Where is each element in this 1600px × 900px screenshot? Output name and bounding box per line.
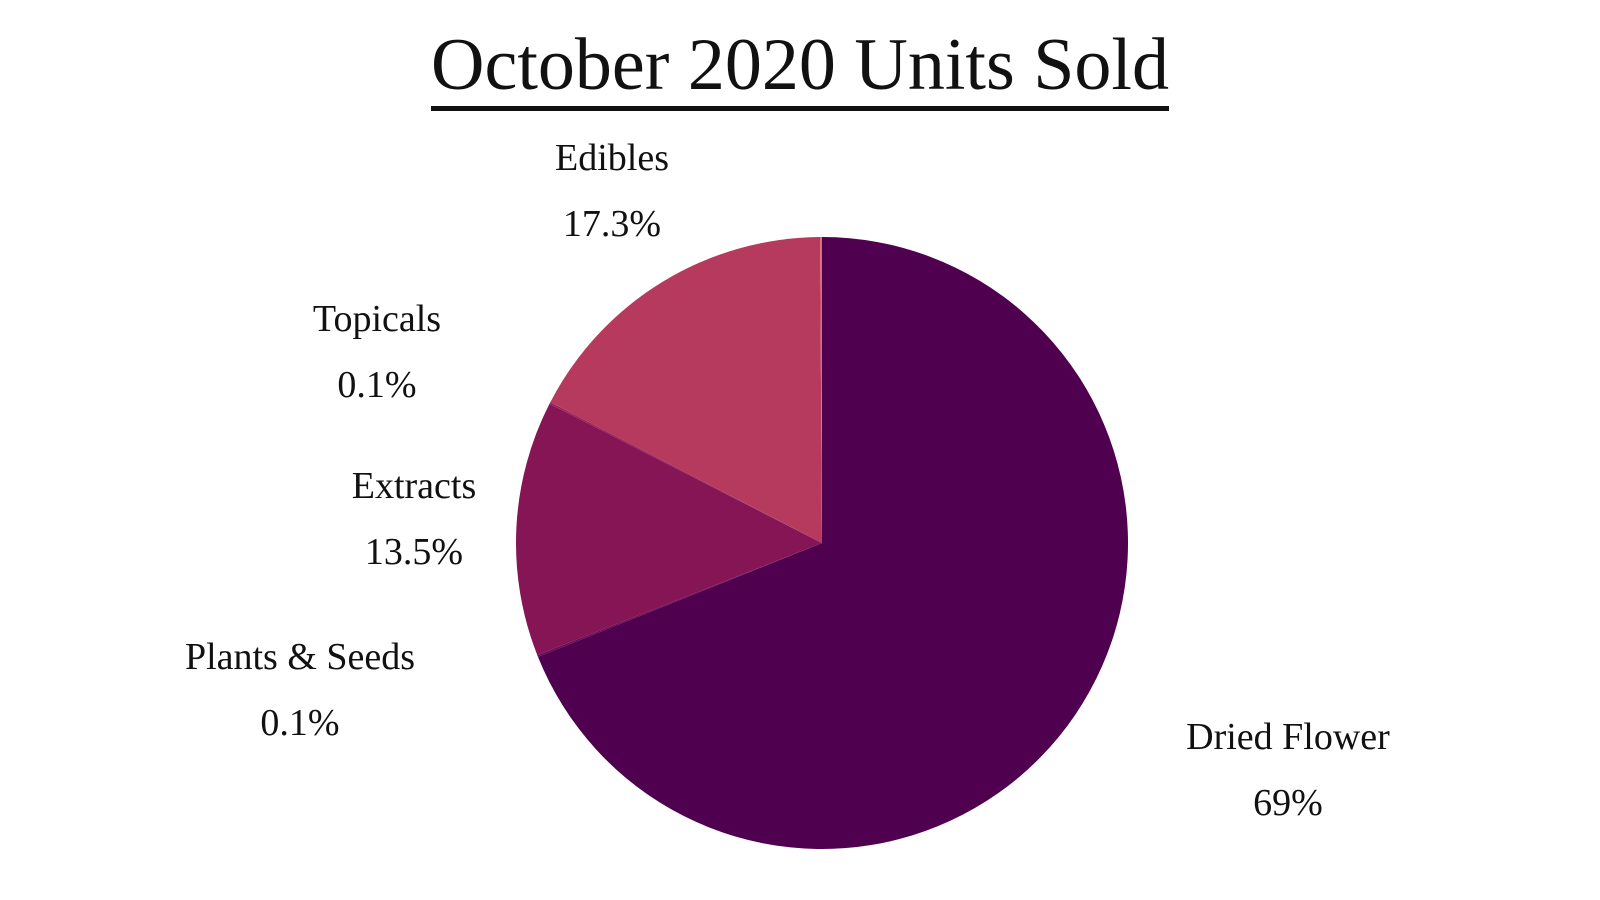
pie-slice-extracts	[516, 403, 822, 656]
pie-slice-other	[820, 237, 822, 543]
label-extracts-name: Extracts	[351, 465, 477, 507]
pie-slices	[516, 237, 1128, 849]
pie-slice-topicals	[549, 402, 822, 543]
label-dried-flower-name: Dried Flower	[1186, 716, 1390, 758]
label-plants-seeds-name: Plants & Seeds	[184, 636, 416, 678]
label-extracts: Extracts 13.5%	[314, 464, 514, 574]
label-topicals-pct: 0.1%	[337, 364, 417, 406]
pie-slice-plants-seeds	[537, 543, 822, 657]
chart-title-text: October 2020 Units Sold	[431, 24, 1169, 111]
label-dried-flower-pct: 69%	[1253, 782, 1323, 824]
label-plants-seeds: Plants & Seeds 0.1%	[140, 635, 460, 745]
pie-slice-edibles	[550, 237, 822, 543]
label-dried-flower: Dried Flower 69%	[1138, 715, 1438, 825]
pie-slice-dried-flower	[537, 237, 1128, 849]
label-topicals-name: Topicals	[312, 298, 442, 340]
label-topicals: Topicals 0.1%	[277, 297, 477, 407]
label-plants-seeds-pct: 0.1%	[260, 702, 340, 744]
chart-title: October 2020 Units Sold	[0, 22, 1600, 111]
label-edibles: Edibles 17.3%	[512, 136, 712, 246]
label-extracts-pct: 13.5%	[364, 531, 464, 573]
label-edibles-name: Edibles	[555, 137, 669, 179]
label-edibles-pct: 17.3%	[562, 203, 662, 245]
